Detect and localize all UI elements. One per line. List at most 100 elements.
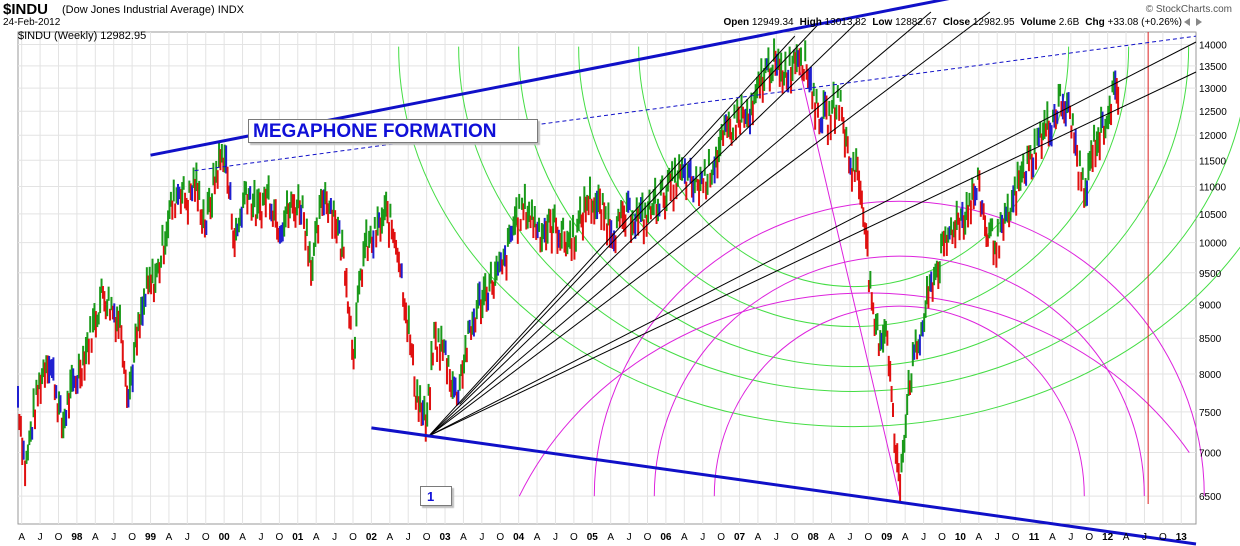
ohlc-label: Close bbox=[942, 17, 973, 28]
symbol-name: (Dow Jones Industrial Average) INDX bbox=[62, 4, 244, 16]
x-tick-label: 11 bbox=[1029, 532, 1040, 543]
x-tick-label: O bbox=[55, 532, 63, 543]
brand-label: © StockCharts.com bbox=[1145, 4, 1232, 15]
x-tick-label: J bbox=[627, 532, 632, 543]
y-tick-label: 13000 bbox=[1199, 84, 1227, 95]
x-tick-label: O bbox=[644, 532, 652, 543]
magenta-arc bbox=[593, 201, 1205, 497]
x-tick-label: O bbox=[864, 532, 872, 543]
x-axis: A J O 98 A J O 99 A J O 00 A J O 01 A J O 02 A J O 03 A J O 04 A J O 05… bbox=[18, 532, 1187, 543]
x-tick-label: A bbox=[460, 532, 467, 543]
x-tick-label: J bbox=[1142, 532, 1147, 543]
x-tick-label: J bbox=[847, 532, 852, 543]
ohlc-label: Open bbox=[723, 17, 752, 28]
y-tick-label: 10000 bbox=[1199, 239, 1227, 250]
x-tick-label: A bbox=[1123, 532, 1130, 543]
symbol-title: $INDU bbox=[3, 1, 49, 18]
x-tick-label: J bbox=[406, 532, 411, 543]
y-tick-label: 10500 bbox=[1199, 210, 1227, 221]
x-tick-label: O bbox=[570, 532, 578, 543]
y-tick-label: 6500 bbox=[1199, 492, 1222, 503]
y-tick-label: 11000 bbox=[1199, 182, 1227, 193]
scroll-left-icon[interactable] bbox=[1182, 17, 1192, 27]
x-tick-label: 13 bbox=[1176, 532, 1188, 543]
x-tick-label: A bbox=[534, 532, 541, 543]
y-tick-label: 9000 bbox=[1199, 301, 1222, 312]
y-tick-label: 14000 bbox=[1199, 40, 1227, 51]
y-tick-label: 8000 bbox=[1199, 370, 1222, 381]
y-tick-label: 12000 bbox=[1199, 131, 1227, 142]
x-tick-label: O bbox=[275, 532, 283, 543]
x-tick-label: 02 bbox=[366, 532, 378, 543]
magenta-line bbox=[794, 48, 900, 497]
y-tick-label: 7500 bbox=[1199, 408, 1222, 419]
x-tick-label: A bbox=[828, 532, 835, 543]
x-tick-label: O bbox=[1085, 532, 1093, 543]
scroll-right-icon[interactable] bbox=[1194, 17, 1204, 27]
x-tick-label: J bbox=[774, 532, 779, 543]
x-tick-label: 10 bbox=[955, 532, 967, 543]
x-tick-label: A bbox=[386, 532, 393, 543]
x-tick-label: A bbox=[92, 532, 99, 543]
x-tick-label: J bbox=[995, 532, 1000, 543]
x-tick-label: A bbox=[681, 532, 688, 543]
ohlc-value: 12882.67 bbox=[895, 17, 937, 28]
x-tick-label: 05 bbox=[587, 532, 599, 543]
y-axis: 6500 7000 7500 8000 8500 9000 9500 10000 10500 11… bbox=[1199, 40, 1227, 503]
x-tick-label: O bbox=[423, 532, 431, 543]
plot-frame bbox=[17, 31, 1197, 525]
fan-line bbox=[428, 41, 1197, 437]
x-tick-label: A bbox=[166, 532, 173, 543]
x-tick-label: 12 bbox=[1102, 532, 1114, 543]
x-tick-label: A bbox=[607, 532, 614, 543]
green-arc bbox=[399, 47, 1240, 427]
x-tick-label: 00 bbox=[219, 532, 231, 543]
x-tick-label: 04 bbox=[513, 532, 525, 543]
trend-lines bbox=[150, 0, 1197, 546]
x-tick-label: A bbox=[18, 532, 25, 543]
x-tick-label: J bbox=[111, 532, 116, 543]
magenta-arc bbox=[713, 306, 1085, 497]
x-tick-label: O bbox=[496, 532, 504, 543]
ohlc-readout: Open 12949.34 High 13013.82 Low 12882.67 Cl… bbox=[724, 17, 1188, 28]
x-tick-label: 08 bbox=[808, 532, 820, 543]
x-tick-label: 09 bbox=[881, 532, 893, 543]
x-tick-label: 99 bbox=[145, 532, 157, 543]
x-tick-label: O bbox=[1159, 532, 1167, 543]
x-tick-label: 07 bbox=[734, 532, 746, 543]
x-tick-label: 01 bbox=[292, 532, 304, 543]
x-tick-label: A bbox=[239, 532, 246, 543]
x-tick-label: J bbox=[553, 532, 558, 543]
x-tick-label: O bbox=[1012, 532, 1020, 543]
x-tick-label: J bbox=[185, 532, 190, 543]
x-tick-label: J bbox=[921, 532, 926, 543]
y-tick-label: 12500 bbox=[1199, 107, 1227, 118]
annotation-box-1: 1 bbox=[420, 486, 452, 506]
chart-date: 24-Feb-2012 bbox=[3, 17, 61, 28]
y-tick-label: 7000 bbox=[1199, 449, 1222, 460]
x-tick-label: A bbox=[313, 532, 320, 543]
x-tick-label: A bbox=[1049, 532, 1056, 543]
fan-line bbox=[428, 71, 1197, 437]
x-tick-label: A bbox=[755, 532, 762, 543]
ohlc-value: 13013.82 bbox=[824, 17, 867, 28]
fan-line bbox=[428, 11, 991, 437]
x-tick-label: 03 bbox=[439, 532, 451, 543]
megaphone-label: MEGAPHONE FORMATION bbox=[248, 119, 538, 143]
ohlc-label: High bbox=[799, 17, 825, 28]
fan-line bbox=[428, 11, 932, 437]
x-tick-label: O bbox=[128, 532, 136, 543]
ohlc-value: 2.6B bbox=[1058, 17, 1080, 28]
y-tick-label: 8500 bbox=[1199, 334, 1222, 345]
x-tick-label: 06 bbox=[660, 532, 672, 543]
x-tick-label: A bbox=[975, 532, 982, 543]
ohlc-label: Chg bbox=[1085, 17, 1108, 28]
x-tick-label: O bbox=[202, 532, 210, 543]
x-tick-label: 98 bbox=[71, 532, 83, 543]
x-tick-label: O bbox=[791, 532, 799, 543]
ohlc-value: 12949.34 bbox=[751, 17, 794, 28]
dashed-trend-line bbox=[194, 35, 1197, 172]
magenta-arc bbox=[518, 292, 1190, 497]
ohlc-value: 12982.95 bbox=[972, 17, 1015, 28]
